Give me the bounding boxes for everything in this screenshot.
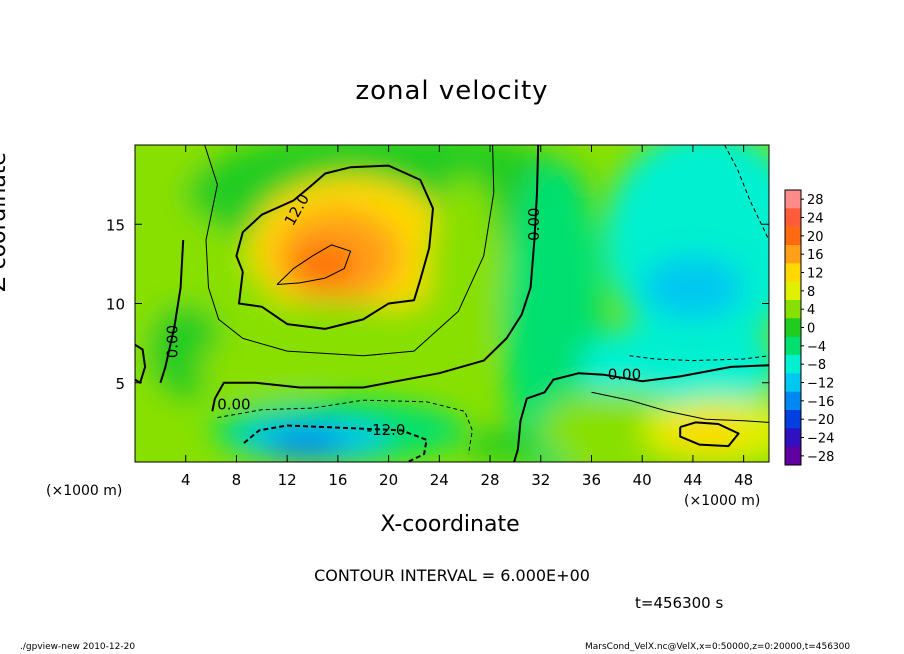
field-blob bbox=[293, 244, 357, 283]
colorbar-label: 28 bbox=[807, 193, 824, 208]
contour-lines bbox=[135, 145, 769, 462]
x-tick-label: 24 bbox=[430, 471, 449, 489]
colorbar-segment bbox=[785, 281, 801, 301]
y-axis: 5 10 15 bbox=[106, 216, 769, 393]
colorbar-label: −28 bbox=[807, 450, 834, 465]
contour-label: -12.0 bbox=[367, 421, 406, 439]
x-tick-label: 44 bbox=[683, 471, 702, 489]
contour-line bbox=[217, 399, 473, 455]
colorbar-segment bbox=[785, 226, 801, 246]
colorbar-label: 0 bbox=[807, 322, 815, 337]
x-tick-label: 28 bbox=[480, 471, 499, 489]
x-tick-label: 48 bbox=[734, 471, 753, 489]
colorbar-label: 12 bbox=[807, 267, 824, 282]
x-tick-label: 16 bbox=[328, 471, 347, 489]
colorbar-label: −16 bbox=[807, 395, 834, 410]
colorbar-segment bbox=[785, 190, 801, 209]
colorbar-label: −8 bbox=[807, 358, 826, 373]
field-blob bbox=[268, 428, 345, 458]
x-tick-label: 36 bbox=[582, 471, 601, 489]
contour-label: 0.00 bbox=[608, 365, 641, 383]
field-blob bbox=[464, 430, 541, 462]
field-blob bbox=[578, 319, 769, 415]
colorbar-label: 16 bbox=[807, 248, 824, 263]
velocity-field bbox=[135, 145, 769, 462]
field-blobs bbox=[135, 145, 769, 462]
colorbar-segment bbox=[785, 391, 801, 411]
colorbar-segment bbox=[785, 318, 801, 338]
contour-label: 0.00 bbox=[525, 208, 543, 241]
y-tick-label: 10 bbox=[106, 296, 125, 314]
colorbar-label: 4 bbox=[807, 303, 815, 318]
x-axis-label: X-coordinate bbox=[380, 512, 520, 537]
colorbar-label: −24 bbox=[807, 432, 834, 447]
time-label: t=456300 s bbox=[635, 594, 724, 612]
x-tick-label: 32 bbox=[531, 471, 550, 489]
x-tick-label: 40 bbox=[633, 471, 652, 489]
colorbar-segment bbox=[785, 410, 801, 429]
contour-line bbox=[679, 421, 740, 448]
field-blob bbox=[198, 335, 326, 399]
colorbar-label: −4 bbox=[807, 340, 826, 355]
field-blob bbox=[642, 255, 744, 320]
contour-line bbox=[276, 244, 352, 285]
colorbar-segment bbox=[785, 373, 801, 393]
colorbar-segment bbox=[785, 300, 801, 319]
footer-program-date: ./gpview-new 2010-12-20 bbox=[20, 642, 136, 652]
colorbar-label: 20 bbox=[807, 230, 824, 245]
colorbar-segment bbox=[785, 355, 801, 374]
colorbar-segment bbox=[785, 263, 801, 283]
colorbar-label: 8 bbox=[807, 285, 815, 300]
x-unit-label-left: (×1000 m) bbox=[46, 483, 123, 499]
contour-line bbox=[513, 364, 769, 462]
contour-line bbox=[243, 424, 428, 462]
colorbar-segment bbox=[785, 446, 801, 466]
y-tick-label: 5 bbox=[115, 375, 125, 393]
contour-line bbox=[724, 145, 769, 241]
colorbar-label: 24 bbox=[807, 212, 824, 227]
colorbar-segment bbox=[785, 208, 801, 228]
contour-label: 0.00 bbox=[217, 395, 250, 413]
colorbar-segment bbox=[785, 336, 801, 356]
colorbar-label: −12 bbox=[807, 377, 834, 392]
x-unit-label-right: (×1000 m) bbox=[684, 493, 761, 509]
contour-line bbox=[591, 391, 769, 423]
colorbar-label: −20 bbox=[807, 413, 834, 428]
colorbar: 28 24 20 16 12 8 4 0 −4 −8 −12 −16 −20 −24 −28 bbox=[784, 189, 834, 466]
x-tick-label: 8 bbox=[232, 471, 242, 489]
contour-interval-note: CONTOUR INTERVAL = 6.000E+00 bbox=[314, 566, 590, 585]
x-tick-label: 4 bbox=[181, 471, 191, 489]
field-blob bbox=[426, 176, 503, 367]
y-tick-label: 15 bbox=[106, 216, 125, 234]
contour-line bbox=[135, 343, 147, 384]
contour-line bbox=[235, 164, 434, 330]
footer-data-source: MarsCond_VelX.nc@VelX,x=0:50000,z=0:2000… bbox=[585, 642, 851, 652]
colorbar-segment bbox=[785, 245, 801, 264]
y-axis-label: Z-coordinate bbox=[0, 152, 11, 292]
contour-line bbox=[211, 145, 540, 412]
x-tick-label: 12 bbox=[278, 471, 297, 489]
contour-label: 0.00 bbox=[164, 325, 182, 358]
contour-line bbox=[629, 355, 769, 362]
x-tick-label: 20 bbox=[379, 471, 398, 489]
x-axis: 4 8 12 16 20 24 28 32 36 40 44 48 bbox=[181, 145, 753, 489]
contour-line bbox=[204, 145, 495, 357]
contour-line bbox=[159, 240, 185, 384]
chart-title: zonal velocity bbox=[355, 76, 549, 106]
colorbar-segment bbox=[785, 428, 801, 448]
field-blob bbox=[502, 160, 605, 462]
